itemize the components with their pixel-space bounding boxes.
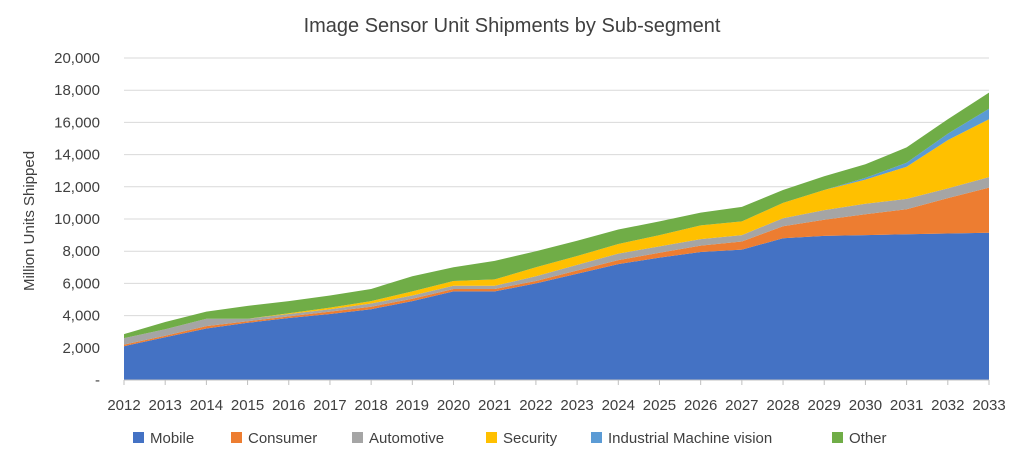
x-tick-label: 2033: [972, 397, 1005, 414]
y-tick-label: 4,000: [62, 308, 100, 325]
x-tick-label: 2025: [643, 397, 676, 414]
x-tick-label: 2029: [808, 397, 841, 414]
y-tick-label: 16,000: [54, 114, 100, 131]
x-tick-label: 2022: [519, 397, 552, 414]
legend-label: Consumer: [248, 430, 317, 447]
x-tick-label: 2021: [478, 397, 511, 414]
legend-item-automotive: Automotive: [352, 430, 444, 447]
area-mobile: [124, 232, 989, 380]
legend-swatch: [591, 432, 602, 443]
legend-item-industrial-machine-vision: Industrial Machine vision: [591, 430, 772, 447]
x-tick-label: 2015: [231, 397, 264, 414]
y-tick-label: -: [95, 372, 100, 389]
legend-item-other: Other: [832, 430, 887, 447]
y-tick-label: 14,000: [54, 147, 100, 164]
chart-title: Image Sensor Unit Shipments by Sub-segme…: [304, 15, 721, 37]
legend-swatch: [486, 432, 497, 443]
legend-item-consumer: Consumer: [231, 430, 317, 447]
y-axis-label: Million Units Shipped: [21, 151, 38, 291]
legend-item-security: Security: [486, 430, 558, 447]
x-tick-label: 2012: [107, 397, 140, 414]
y-tick-label: 12,000: [54, 179, 100, 196]
y-tick-label: 8,000: [62, 243, 100, 260]
x-tick-label: 2026: [684, 397, 717, 414]
legend-label: Industrial Machine vision: [608, 430, 772, 447]
legend-label: Automotive: [369, 430, 444, 447]
y-tick-label: 2,000: [62, 340, 100, 357]
x-tick-label: 2031: [890, 397, 923, 414]
x-tick-label: 2013: [149, 397, 182, 414]
legend-label: Other: [849, 430, 887, 447]
x-tick-label: 2023: [560, 397, 593, 414]
x-tick-label: 2020: [437, 397, 470, 414]
x-tick-label: 2028: [766, 397, 799, 414]
x-tick-label: 2014: [190, 397, 223, 414]
x-tick-label: 2016: [272, 397, 305, 414]
axes: - 2,000 4,000 6,000 8,000 10,000 12,000 14,000 1…: [54, 50, 1006, 414]
x-tick-label: 2032: [931, 397, 964, 414]
area-series-group: [124, 92, 989, 380]
legend-swatch: [832, 432, 843, 443]
legend-swatch: [231, 432, 242, 443]
x-tick-label: 2024: [602, 397, 635, 414]
x-tick-label: 2019: [396, 397, 429, 414]
y-tick-label: 18,000: [54, 82, 100, 99]
legend-swatch: [352, 432, 363, 443]
x-tick-label: 2017: [313, 397, 346, 414]
y-tick-label: 6,000: [62, 275, 100, 292]
y-tick-label: 10,000: [54, 211, 100, 228]
legend-swatch: [133, 432, 144, 443]
area-other: [124, 92, 989, 339]
x-tick-label: 2018: [354, 397, 387, 414]
legend-item-mobile: Mobile: [133, 430, 194, 447]
legend-label: Mobile: [150, 430, 194, 447]
x-tick-label: 2027: [725, 397, 758, 414]
legend-label: Security: [503, 430, 558, 447]
legend: Mobile Consumer Automotive Security Industri…: [133, 430, 887, 447]
y-tick-label: 20,000: [54, 50, 100, 67]
x-tick-label: 2030: [849, 397, 882, 414]
